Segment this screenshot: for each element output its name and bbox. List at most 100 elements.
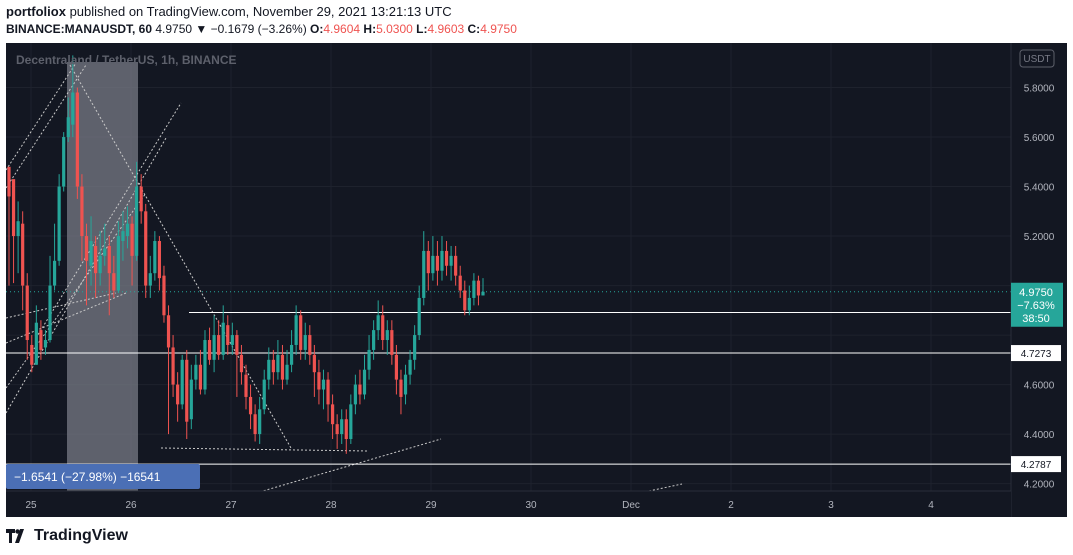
close-label: C: (467, 22, 481, 36)
author-name[interactable]: portfoliox (6, 4, 66, 19)
trend-line (5, 137, 167, 414)
candle-body (180, 359, 184, 405)
candle-body (148, 273, 152, 286)
high-label: H: (363, 22, 377, 36)
candle (454, 245, 458, 286)
candle (422, 231, 426, 306)
last-price-tag-bg (1011, 282, 1063, 327)
last-price-tag-countdown: 38:50 (1022, 313, 1050, 325)
currency-badge[interactable] (1019, 49, 1055, 68)
level-price-label: 4.7273 (1021, 349, 1052, 360)
candle (326, 372, 330, 422)
candle (248, 384, 253, 430)
candle-body (403, 374, 408, 395)
candle (25, 273, 29, 360)
candle-body (344, 419, 348, 440)
last-price: 4.9750 (155, 22, 193, 36)
candle-body (185, 359, 189, 422)
trend-line (5, 62, 77, 171)
candle-body (262, 379, 266, 410)
candle (57, 174, 61, 266)
candle (467, 285, 471, 316)
candle-body (212, 335, 216, 360)
candle (103, 223, 107, 266)
trend-line (69, 64, 292, 449)
candle (11, 179, 16, 284)
candle-body (144, 211, 148, 286)
trend-line (5, 292, 117, 319)
candle-body (66, 117, 70, 138)
tradingview-footer[interactable]: TradingView (6, 527, 128, 545)
trend-line (160, 447, 369, 452)
level-price-tag (1011, 345, 1061, 362)
candle-body (198, 364, 203, 390)
low-label: L: (416, 22, 428, 36)
candle (444, 241, 449, 276)
candle (449, 245, 453, 281)
candle (408, 349, 412, 385)
time-tick-label: 26 (125, 500, 137, 511)
chart-svg[interactable]: Decentraland / TetherUS, 1h, BINANCE −1.… (5, 43, 1067, 517)
candle-body (399, 379, 403, 397)
candle-body (372, 330, 376, 350)
candle-body (253, 414, 257, 435)
candle-body (125, 223, 130, 237)
candle-body (203, 340, 207, 390)
candle-body (194, 364, 198, 380)
candle (426, 241, 430, 291)
level-price-label: 4.2787 (1021, 460, 1052, 471)
measure-label: −1.6541 (−27.98%) −16541 (14, 470, 161, 484)
close-value: 4.9750 (480, 22, 517, 36)
candle (166, 305, 171, 435)
candle-body (472, 280, 476, 298)
candle (16, 201, 20, 274)
candle (335, 414, 339, 449)
candle-body (390, 330, 394, 355)
candle-body (426, 250, 430, 274)
price-tick-label: 4.2000 (1024, 480, 1055, 491)
measure-box (6, 464, 200, 489)
candle (148, 255, 152, 298)
candle-body (11, 179, 16, 237)
candle-body (276, 354, 280, 373)
candle-body (467, 297, 471, 311)
grid-lines (6, 43, 1011, 491)
candle (431, 236, 435, 281)
candle (21, 211, 25, 311)
candle-body (217, 335, 221, 355)
candle (203, 330, 207, 395)
candle (116, 221, 120, 293)
last-price-tag: 4.9750 −7.63% 38:50 (1011, 282, 1063, 327)
candle (463, 280, 467, 316)
candle (221, 305, 225, 360)
candle (372, 320, 376, 360)
candle-body (358, 384, 362, 395)
candle-body (280, 354, 285, 380)
candle (144, 203, 148, 298)
candle-body (385, 330, 389, 341)
chart-panel[interactable]: Decentraland / TetherUS, 1h, BINANCE −1.… (5, 43, 1067, 517)
time-axis[interactable] (6, 491, 1011, 517)
candle-body (162, 275, 166, 316)
price-axis[interactable] (1011, 43, 1067, 517)
candle (381, 305, 385, 350)
candle-body (34, 322, 38, 365)
chart-title: Decentraland / TetherUS, 1h, BINANCE (16, 53, 237, 67)
candle (481, 278, 485, 296)
candle (112, 255, 116, 298)
candle (71, 55, 75, 138)
symbol-label: BINANCE:MANAUSDT, 60 (6, 22, 153, 36)
candle-body (89, 241, 93, 266)
candle (340, 409, 344, 444)
level-price-tag (1011, 456, 1061, 473)
trend-line (5, 64, 87, 189)
price-tick-label: 5.6000 (1024, 133, 1055, 144)
candle (185, 349, 189, 440)
candle-body (349, 404, 353, 440)
candle-body (271, 359, 275, 373)
time-tick-label: 30 (525, 500, 537, 511)
candle-body (481, 291, 485, 296)
candle-body (267, 359, 271, 380)
candle (7, 166, 11, 286)
candle-body (248, 396, 253, 415)
